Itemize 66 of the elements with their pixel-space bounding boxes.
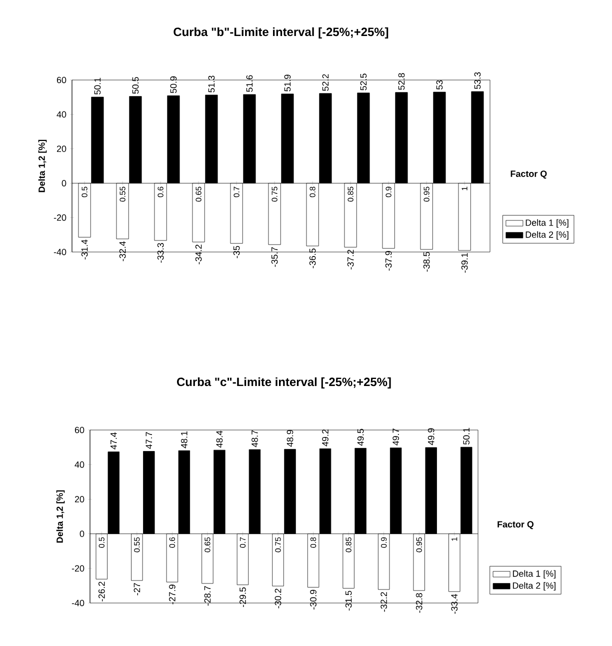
data-label: 52.5 — [360, 74, 367, 90]
data-label: 50.1 — [94, 78, 101, 94]
data-label: -26.2 — [98, 582, 105, 602]
data-label: -27 — [134, 583, 140, 596]
data-label: 47.4 — [110, 432, 117, 450]
data-label: -29.5 — [240, 587, 246, 608]
y-tick-label: 0 — [80, 530, 84, 537]
data-label: 53.3 — [474, 72, 481, 89]
data-label: 50.1 — [463, 428, 470, 445]
data-label: 48.7 — [252, 430, 258, 448]
data-label: 48.9 — [286, 430, 294, 447]
legend-label: Delta 2 [%] — [512, 582, 556, 591]
data-label: -27.9 — [169, 584, 176, 604]
y-tick-label: 0 — [62, 180, 66, 186]
data-label: -34.2 — [195, 244, 202, 264]
data-label: 53 — [436, 80, 443, 90]
data-label: -33.4 — [451, 594, 458, 614]
data-label: -31.5 — [345, 590, 352, 611]
y-tick-label: -20 — [72, 565, 84, 572]
data-label: -39.1 — [461, 253, 468, 273]
data-label: -37.2 — [347, 250, 354, 270]
data-label: 48.4 — [216, 430, 223, 448]
data-label: -32.2 — [380, 592, 388, 612]
legend-label: Delta 1 [%] — [512, 570, 556, 579]
data-label: -32.8 — [416, 593, 422, 613]
data-label: -38.5 — [423, 252, 430, 272]
y-tick-label: 20 — [74, 496, 84, 502]
data-label: -35.7 — [271, 247, 278, 267]
y-tick-label: 60 — [74, 426, 84, 434]
chart-title: Curba "c"-Limite interval [-25%;+25%] — [177, 377, 391, 389]
data-label: -31.4 — [81, 240, 88, 260]
y-tick-label: 40 — [74, 461, 84, 468]
data-label: -28.7 — [204, 586, 211, 606]
data-label: 49.7 — [392, 428, 399, 446]
data-label: -33.3 — [157, 243, 164, 263]
data-label: 47.7 — [146, 432, 152, 449]
data-label: 50.9 — [170, 76, 177, 94]
y-tick-label: -40 — [72, 600, 84, 606]
data-label: -32.4 — [119, 241, 126, 262]
chart-title: Curba "b"-Limite interval [-25%;+25%] — [174, 27, 388, 39]
y-axis-title: Delta 1,2 [%] — [56, 490, 65, 543]
data-label: 51.9 — [284, 74, 291, 92]
data-label: 51.3 — [208, 76, 215, 92]
data-label: 52.2 — [322, 74, 329, 91]
data-label: 48.1 — [181, 431, 188, 448]
data-label: 51.6 — [246, 75, 253, 92]
legend-label: Delta 2 [%] — [526, 231, 568, 240]
y-tick-label: -40 — [54, 248, 66, 256]
data-label: -30.9 — [310, 590, 316, 610]
x-axis-title: Factor Q — [498, 521, 534, 530]
data-label: 49.9 — [428, 428, 434, 446]
y-tick-label: -20 — [54, 214, 66, 221]
data-label: 50.5 — [132, 77, 139, 94]
y-tick-label: 60 — [56, 76, 66, 84]
data-label: -37.9 — [385, 251, 392, 271]
data-label: -36.5 — [309, 248, 316, 268]
y-tick-label: 20 — [56, 146, 66, 152]
data-label: 49.5 — [357, 428, 364, 446]
legend-label: Delta 1 [%] — [526, 219, 568, 228]
x-axis-title: Factor Q — [510, 170, 547, 179]
y-axis-title: Delta 1,2 [%] — [38, 140, 47, 192]
data-label: -30.2 — [274, 588, 282, 608]
data-label: 49.2 — [322, 430, 328, 446]
data-label: -35 — [233, 246, 240, 258]
data-label: 52.8 — [398, 73, 405, 90]
y-tick-label: 40 — [56, 111, 66, 118]
